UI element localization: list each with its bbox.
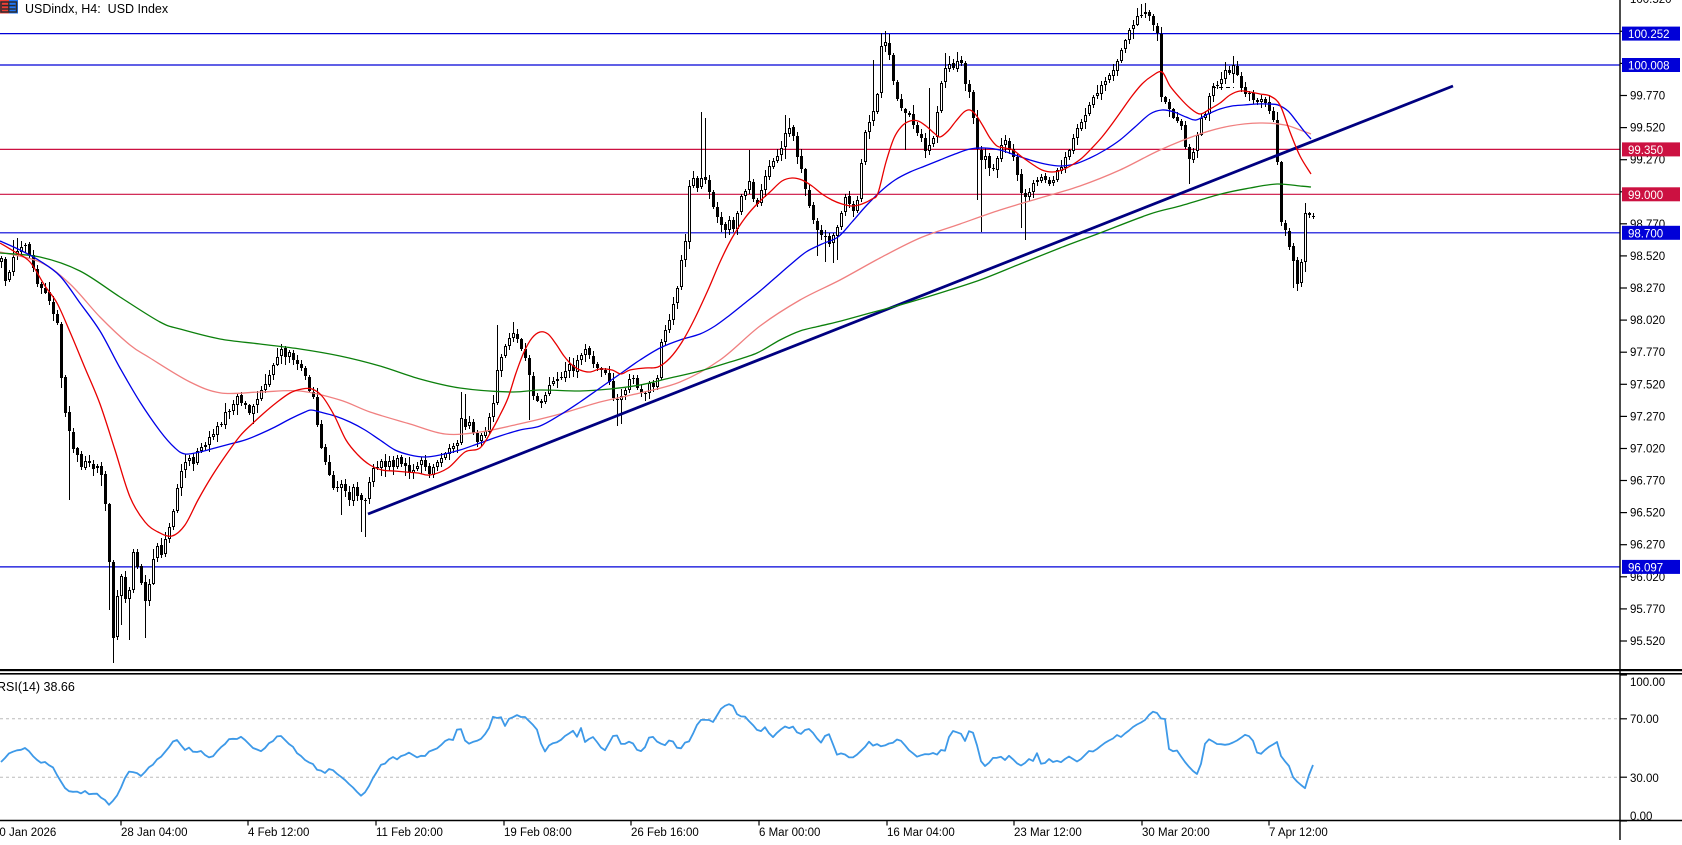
- svg-text:96.097: 96.097: [1628, 562, 1663, 574]
- svg-text:99.000: 99.000: [1628, 190, 1663, 202]
- svg-text:30 Mar 20:00: 30 Mar 20:00: [1142, 827, 1210, 839]
- svg-text:30.00: 30.00: [1630, 773, 1659, 785]
- svg-text:99.520: 99.520: [1630, 123, 1665, 135]
- svg-text:4 Feb 12:00: 4 Feb 12:00: [248, 827, 309, 839]
- svg-text:20 Jan 2026: 20 Jan 2026: [0, 827, 56, 839]
- svg-text:96.770: 96.770: [1630, 476, 1665, 488]
- svg-text:7 Apr 12:00: 7 Apr 12:00: [1269, 827, 1328, 839]
- svg-text:100.252: 100.252: [1628, 29, 1670, 41]
- svg-text:97.020: 97.020: [1630, 444, 1665, 456]
- svg-text:16 Mar 04:00: 16 Mar 04:00: [887, 827, 955, 839]
- svg-text:96.020: 96.020: [1630, 572, 1665, 584]
- svg-text:97.270: 97.270: [1630, 411, 1665, 423]
- svg-text:96.520: 96.520: [1630, 508, 1665, 520]
- svg-text:98.700: 98.700: [1628, 228, 1663, 240]
- svg-text:95.520: 95.520: [1630, 636, 1665, 648]
- svg-text:99.350: 99.350: [1628, 145, 1663, 157]
- svg-text:98.520: 98.520: [1630, 251, 1665, 263]
- svg-text:99.270: 99.270: [1630, 155, 1665, 167]
- svg-text:99.770: 99.770: [1630, 91, 1665, 103]
- svg-text:97.520: 97.520: [1630, 379, 1665, 391]
- svg-text:RSI(14) 38.66: RSI(14) 38.66: [0, 680, 75, 694]
- svg-text:26 Feb 16:00: 26 Feb 16:00: [631, 827, 699, 839]
- svg-text:97.770: 97.770: [1630, 347, 1665, 359]
- svg-text:70.00: 70.00: [1630, 714, 1659, 726]
- svg-text:98.020: 98.020: [1630, 315, 1665, 327]
- svg-text:0.00: 0.00: [1630, 811, 1652, 823]
- svg-text:USDindx, H4: USD Index: USDindx, H4: USD Index: [25, 2, 169, 16]
- svg-text:98.270: 98.270: [1630, 283, 1665, 295]
- svg-text:28 Jan 04:00: 28 Jan 04:00: [121, 827, 188, 839]
- svg-text:100.520: 100.520: [1630, 0, 1672, 6]
- svg-text:100.008: 100.008: [1628, 61, 1670, 73]
- svg-text:11 Feb 20:00: 11 Feb 20:00: [376, 827, 443, 839]
- svg-text:95.770: 95.770: [1630, 604, 1665, 616]
- svg-text:6 Mar 00:00: 6 Mar 00:00: [759, 827, 820, 839]
- svg-text:100.00: 100.00: [1630, 677, 1665, 689]
- svg-text:96.270: 96.270: [1630, 540, 1665, 552]
- svg-text:23 Mar 12:00: 23 Mar 12:00: [1014, 827, 1082, 839]
- svg-text:19 Feb 08:00: 19 Feb 08:00: [504, 827, 572, 839]
